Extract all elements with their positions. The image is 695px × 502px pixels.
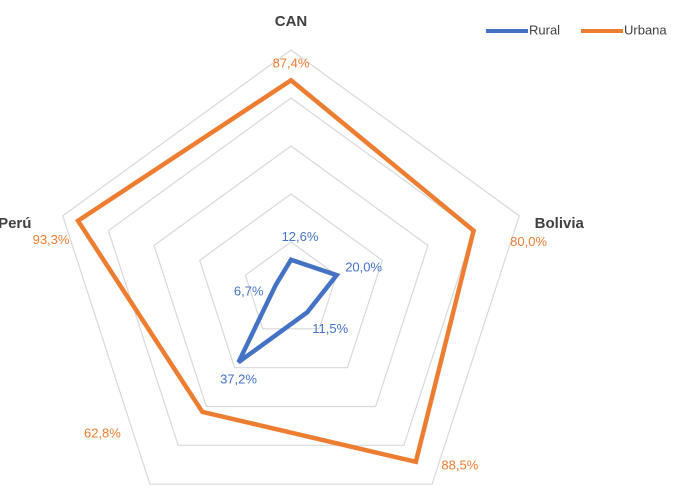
data-label: 37,2% [220,372,257,387]
grid-ring [153,145,429,408]
category-label: CAN [275,13,308,30]
data-label: 80,0% [510,234,547,249]
category-label: Perú [0,215,31,232]
data-label: 93,3% [33,232,70,247]
grid-ring [62,49,520,485]
series-line [74,77,477,465]
data-label: 12,6% [282,229,319,244]
data-label: 87,4% [273,56,310,71]
series-line [236,257,341,365]
legend-label: Urbana [624,22,667,37]
data-label: 62,8% [84,425,121,440]
grid-ring [198,193,384,369]
grid-ring [244,241,338,330]
data-label: 11,5% [312,321,348,336]
grid-ring [107,97,475,446]
data-label: 88,5% [441,457,478,472]
legend-label: Rural [529,22,560,37]
data-label: 20,0% [345,260,382,275]
category-label: Bolivia [535,215,585,232]
data-label: 6,7% [234,283,264,298]
